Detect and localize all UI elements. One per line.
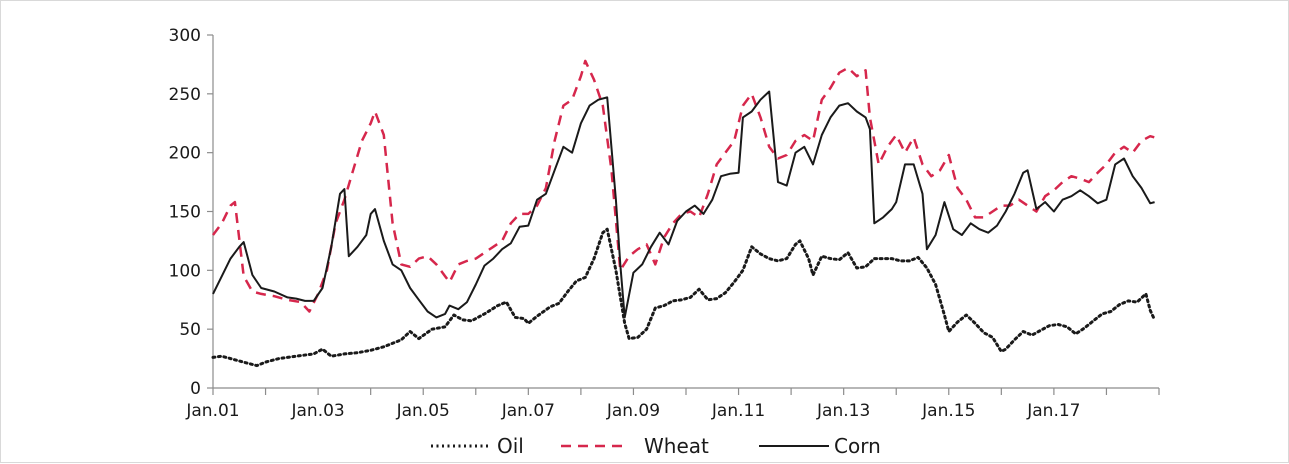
x-tick-label: Jan.05 xyxy=(396,401,450,421)
x-tick-label: Jan.03 xyxy=(290,401,344,421)
y-tick-label: 0 xyxy=(190,379,201,399)
series-line-wheat xyxy=(212,59,1155,313)
legend-label-wheat: Wheat xyxy=(644,434,709,458)
x-tick-label: Jan.15 xyxy=(921,401,975,421)
series-group xyxy=(211,59,1157,368)
x-tick-label: Jan.11 xyxy=(711,401,765,421)
y-tick-label: 300 xyxy=(169,26,201,46)
x-tick-label: Jan.07 xyxy=(501,401,555,421)
series-line-corn xyxy=(212,90,1155,319)
legend-label-oil: Oil xyxy=(497,434,524,458)
x-tick-label: Jan.09 xyxy=(606,401,660,421)
x-tick-label: Jan.01 xyxy=(185,401,239,421)
x-tick-label: Jan.13 xyxy=(816,401,870,421)
legend: Oil Wheat Corn xyxy=(431,434,881,458)
y-tick-label: 250 xyxy=(169,85,201,105)
y-tick-label: 100 xyxy=(169,261,201,281)
series-line-oil xyxy=(211,227,1157,368)
x-tick-label: Jan.17 xyxy=(1026,401,1080,421)
y-tick-group: 0 50 100 150 200 250 300 xyxy=(169,26,213,399)
y-tick-label: 150 xyxy=(169,203,201,223)
y-tick-label: 200 xyxy=(169,144,201,164)
legend-label-corn: Corn xyxy=(834,434,881,458)
y-tick-label: 50 xyxy=(179,320,201,340)
x-tick-group: Jan.01 Jan.03 Jan.05 Jan.07 Jan.09 Jan.11 Jan.… xyxy=(185,388,1160,421)
